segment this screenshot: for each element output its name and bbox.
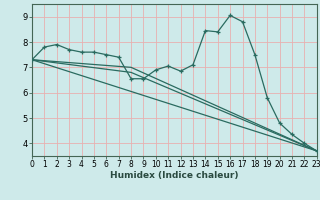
- X-axis label: Humidex (Indice chaleur): Humidex (Indice chaleur): [110, 171, 239, 180]
